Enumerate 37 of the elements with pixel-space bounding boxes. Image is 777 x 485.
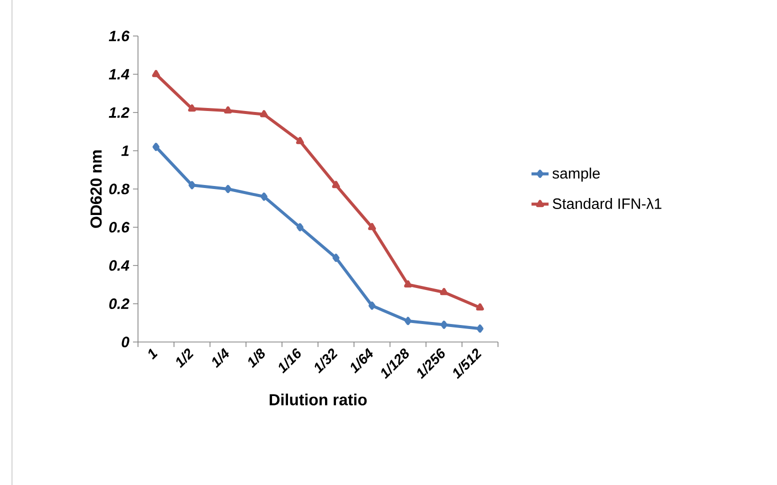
y-axis-title: OD620 nm [90, 150, 102, 228]
point [152, 70, 160, 78]
point [188, 104, 196, 112]
point [296, 136, 304, 144]
legend-label: sample [552, 168, 600, 182]
y-tick-label: 1.2 [108, 107, 130, 118]
point [368, 302, 376, 310]
x-tick-label: 1 [148, 348, 158, 360]
point [260, 110, 268, 118]
point [152, 142, 160, 152]
y-tick-label: 0.8 [109, 184, 130, 194]
point [332, 254, 340, 262]
y-tick-label: 1.6 [108, 30, 130, 42]
point [368, 222, 376, 230]
point [332, 180, 340, 188]
point [476, 324, 484, 333]
x-tick-label: 1/2 [176, 348, 194, 368]
x-tick-label: 1/4 [212, 348, 229, 368]
y-tick-label: 0.4 [109, 260, 130, 271]
y-tick-label: 1.4 [108, 69, 130, 80]
point [404, 316, 412, 326]
y-tick-label: 1 [121, 146, 129, 156]
point [224, 106, 232, 114]
y-tick-label: 0.2 [109, 298, 130, 310]
x-axis-title: Dilution ratio [270, 394, 367, 406]
point [188, 181, 196, 190]
point [440, 320, 448, 329]
point [404, 280, 412, 288]
y-tick-label: 0 [122, 336, 130, 348]
point [260, 192, 268, 201]
point [296, 223, 304, 232]
point [224, 184, 232, 194]
y-tick-label: 0.6 [109, 222, 130, 233]
point [476, 303, 484, 310]
legend-label: Standard IFN-λ1 [552, 198, 662, 210]
point [440, 288, 448, 296]
x-tick-label: 1/8 [248, 348, 265, 368]
